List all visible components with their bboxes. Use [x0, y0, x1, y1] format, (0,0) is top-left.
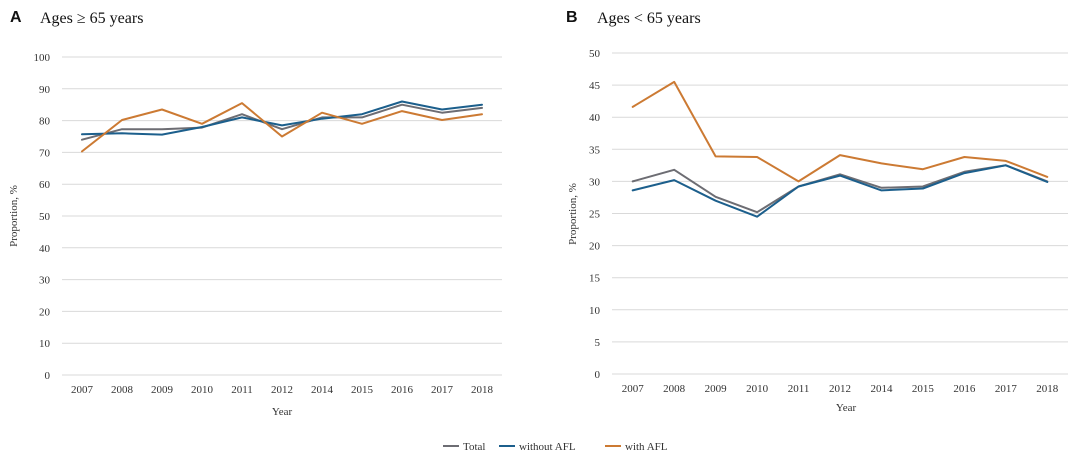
panel-b-x-axis-title: Year [836, 402, 857, 414]
panel-b-x-tick-label: 2008 [663, 383, 686, 395]
panel-b-y-tick-label: 10 [589, 305, 601, 317]
panel-b-x-tick-label: 2012 [829, 383, 851, 395]
panel-b-series-line-with-afl [631, 80, 1049, 183]
panel-a-y-tick-label: 20 [39, 306, 51, 318]
panel-a-x-tick-label: 2017 [431, 384, 454, 396]
panel-a-y-tick-label: 90 [39, 84, 51, 96]
panel-a-y-tick-label: 80 [39, 116, 51, 128]
panel-a-y-tick-label: 40 [39, 243, 51, 255]
panel-a-x-tick-label: 2011 [231, 384, 253, 396]
panel-b-x-ticks: 2007 2008 2009 2010 2011 2012 2014 2015 2016 2017… [622, 383, 1059, 395]
panel-b-y-tick-label: 45 [589, 80, 601, 92]
panel-b-x-tick-label: 2011 [788, 383, 810, 395]
panel-a-series-line-total [81, 103, 483, 141]
panel-b-y-tick-label: 0 [595, 369, 601, 381]
chart-legend: Total without AFL with AFL [443, 441, 668, 453]
panel-a-series-lines [81, 100, 483, 153]
panel-a-letter: A [10, 9, 22, 26]
panel-a-series-line-without-afl [81, 100, 483, 136]
panel-a-x-tick-label: 2014 [311, 384, 334, 396]
panel-b-x-tick-label: 2017 [995, 383, 1018, 395]
legend-label-total: Total [463, 441, 485, 453]
legend-label-without-afl: without AFL [519, 441, 576, 453]
panel-b-y-axis-title: Proportion, % [567, 183, 579, 245]
panel-b-x-tick-label: 2010 [746, 383, 769, 395]
panel-b-x-tick-label: 2009 [705, 383, 728, 395]
panel-b-x-tick-label: 2014 [870, 383, 893, 395]
panel-b-x-tick-label: 2007 [622, 383, 645, 395]
panel-a-x-tick-label: 2012 [271, 384, 293, 396]
panel-b-x-tick-label: 2018 [1036, 383, 1059, 395]
panel-b-series-line-without-afl [631, 164, 1049, 218]
panel-a-x-tick-label: 2009 [151, 384, 174, 396]
panel-a-x-tick-label: 2010 [191, 384, 214, 396]
panel-a-x-tick-label: 2016 [391, 384, 414, 396]
panel-a-x-ticks: 2007 2008 2009 2010 2011 2012 2014 2015 2016 2017… [71, 384, 494, 396]
panel-b-y-tick-label: 5 [595, 337, 601, 349]
panel-b-y-tick-label: 30 [589, 176, 601, 188]
chart-panel-b: B Ages < 65 years 0 5 10 15 20 25 30 35 40 45 50 2… [566, 9, 1068, 414]
panel-a-gridlines [62, 56, 502, 376]
panel-a-x-tick-label: 2007 [71, 384, 94, 396]
panel-b-y-tick-label: 20 [589, 241, 601, 253]
panel-b-y-tick-label: 50 [589, 48, 601, 60]
panel-a-series-line-with-afl [81, 102, 483, 153]
panel-b-title: Ages < 65 years [597, 10, 701, 27]
panel-b-x-tick-label: 2015 [912, 383, 935, 395]
panel-a-y-tick-label: 30 [39, 275, 51, 287]
panel-a-x-tick-label: 2018 [471, 384, 494, 396]
panel-a-y-tick-label: 10 [39, 338, 51, 350]
panel-b-letter: B [566, 9, 578, 26]
panel-b-y-tick-label: 25 [589, 209, 601, 221]
panel-b-y-ticks: 0 5 10 15 20 25 30 35 40 45 50 [589, 48, 601, 381]
panel-a-x-tick-label: 2008 [111, 384, 134, 396]
panel-a-y-tick-label: 100 [34, 52, 51, 64]
panel-a-y-tick-label: 60 [39, 179, 51, 191]
panel-a-y-tick-label: 70 [39, 147, 51, 159]
panel-b-series-line-total [631, 164, 1049, 214]
panel-a-title: Ages ≥ 65 years [40, 10, 143, 27]
panel-b-series-lines [631, 80, 1049, 218]
chart-panel-a: A Ages ≥ 65 years 0 10 20 30 40 50 60 70 80 90 100… [8, 9, 502, 418]
panel-b-y-tick-label: 15 [589, 273, 601, 285]
legend-label-with-afl: with AFL [625, 441, 668, 453]
panel-a-y-ticks: 0 10 20 30 40 50 60 70 80 90 100 [34, 52, 51, 382]
panel-b-y-tick-label: 40 [589, 112, 601, 124]
panel-a-y-axis-title: Proportion, % [8, 185, 20, 247]
panel-a-x-tick-label: 2015 [351, 384, 374, 396]
panel-b-gridlines [612, 52, 1068, 375]
panel-a-y-tick-label: 0 [45, 370, 51, 382]
panel-b-y-tick-label: 35 [589, 144, 601, 156]
panel-b-x-tick-label: 2016 [953, 383, 976, 395]
panel-a-x-axis-title: Year [272, 406, 293, 418]
panel-a-y-tick-label: 50 [39, 211, 51, 223]
